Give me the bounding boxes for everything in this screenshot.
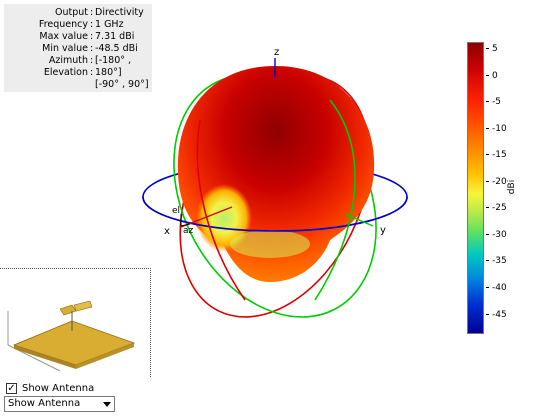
colorbar-tick: -25: [486, 204, 507, 213]
info-key: Max value: [39, 31, 88, 42]
dropdown-value: Show Antenna: [8, 398, 81, 409]
info-key: Frequency: [38, 19, 88, 30]
az-axis: [180, 223, 191, 227]
y-axis: [344, 213, 374, 227]
ground-plane: [12, 320, 136, 366]
az-axis-label: az: [183, 226, 194, 236]
antenna-preview-panel[interactable]: [0, 268, 151, 377]
info-key: Output: [55, 7, 88, 18]
info-row-elevation: Elevation: 180°]: [43, 67, 122, 78]
info-value: [-90° , 90°]: [95, 79, 149, 90]
info-value: 7.31 dBi: [95, 31, 135, 42]
colorbar-tick: -20: [486, 178, 507, 187]
antenna-element: [59, 304, 77, 316]
show-antenna-label: Show Antenna: [22, 382, 95, 394]
colorbar-tick: -35: [486, 257, 507, 266]
elevation-cut-green-front: [314, 99, 356, 301]
colorbar-tick: -30: [486, 231, 507, 240]
info-value: Directivity: [95, 7, 144, 18]
show-antenna-dropdown[interactable]: Show Antenna: [4, 396, 115, 412]
info-value: 1 GHz: [95, 19, 124, 30]
info-row-azimuth: Azimuth: [-180° ,: [48, 55, 132, 66]
azimuth-cut-front: [142, 196, 408, 232]
el-axis-label: el: [172, 206, 180, 216]
info-row-output: Output: Directivity: [55, 7, 144, 18]
pattern-null-region: [196, 184, 252, 252]
elevation-cut-red-front: [196, 119, 246, 301]
info-key: Elevation: [43, 67, 88, 78]
info-value: [-180° ,: [95, 55, 132, 66]
info-value: -48.5 dBi: [95, 43, 138, 54]
colorbar-unit-label: dBi: [507, 179, 518, 195]
x-axis-label: x: [164, 226, 170, 237]
pattern-lower-null: [230, 230, 310, 258]
z-axis-label: z: [274, 47, 279, 58]
y-axis-label: y: [380, 225, 386, 236]
info-panel: Output: Directivity Frequency: 1 GHz Max…: [4, 4, 152, 92]
checkbox-box[interactable]: ✓: [6, 382, 17, 394]
info-key: Min value: [42, 43, 88, 54]
colorbar: [467, 42, 484, 334]
colorbar-tick: 0: [486, 72, 498, 81]
chevron-down-icon: [103, 402, 111, 407]
colorbar-tick: -15: [486, 151, 507, 160]
info-row-min: Min value: -48.5 dBi: [42, 43, 138, 54]
colorbar-tick: 5: [486, 45, 498, 54]
colorbar-tick: -5: [486, 98, 501, 107]
info-value: 180°]: [95, 67, 122, 78]
show-antenna-checkbox[interactable]: ✓ Show Antenna: [6, 381, 94, 395]
info-row-frequency: Frequency: 1 GHz: [38, 19, 124, 30]
colorbar-tick: -45: [486, 311, 507, 320]
colorbar-tick: -40: [486, 284, 507, 293]
info-row-max: Max value: 7.31 dBi: [39, 31, 135, 42]
info-row-elevation-range: [-90° , 90°]: [4, 79, 152, 91]
antenna-preview: [7, 300, 136, 372]
colorbar-tick: -10: [486, 125, 507, 134]
info-key: Azimuth: [48, 55, 88, 66]
